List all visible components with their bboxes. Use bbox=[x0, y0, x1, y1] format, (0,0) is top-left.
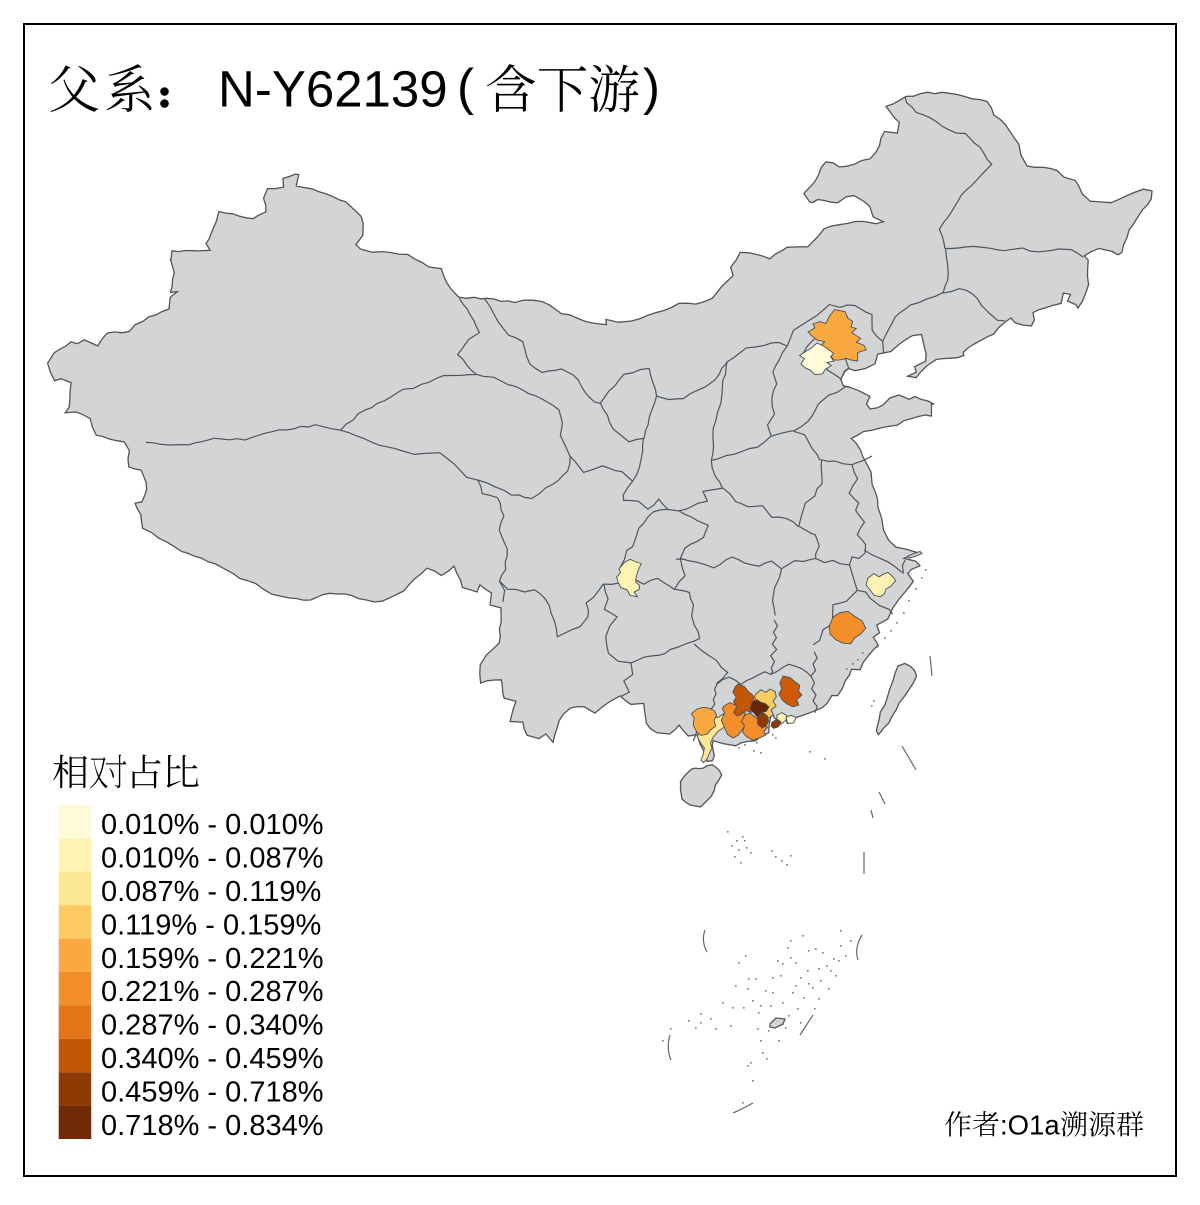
svg-text:0.119% - 0.159%: 0.119% - 0.159% bbox=[101, 909, 321, 941]
svg-text::O1a: :O1a bbox=[1000, 1110, 1060, 1141]
svg-text:N-Y62139: N-Y62139 bbox=[218, 61, 448, 118]
svg-text:0.010% - 0.087%: 0.010% - 0.087% bbox=[101, 843, 323, 875]
svg-text:): ) bbox=[643, 59, 660, 116]
svg-text:0.087% - 0.119%: 0.087% - 0.119% bbox=[101, 876, 321, 908]
svg-text:0.459% - 0.718%: 0.459% - 0.718% bbox=[101, 1076, 323, 1108]
svg-text:(: ( bbox=[457, 59, 474, 116]
svg-text:0.159% - 0.221%: 0.159% - 0.221% bbox=[101, 943, 323, 975]
svg-text:0.340% - 0.459%: 0.340% - 0.459% bbox=[101, 1043, 323, 1075]
svg-text:0.221% - 0.287%: 0.221% - 0.287% bbox=[101, 976, 323, 1008]
svg-text:0.287% - 0.340%: 0.287% - 0.340% bbox=[101, 1010, 323, 1042]
svg-text:0.718% - 0.834%: 0.718% - 0.834% bbox=[101, 1110, 323, 1142]
svg-text:0.010% - 0.010%: 0.010% - 0.010% bbox=[101, 809, 323, 841]
